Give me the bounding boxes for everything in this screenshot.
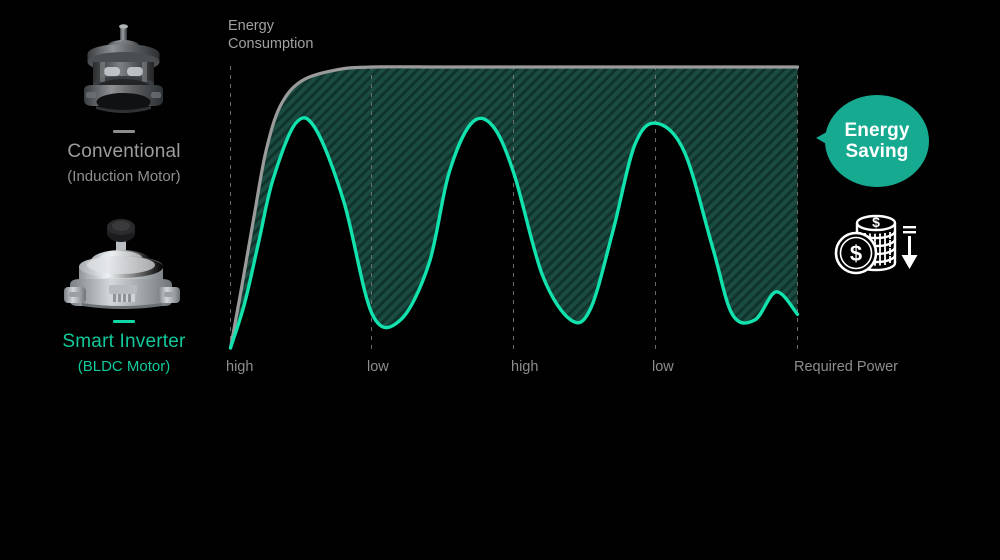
x-tick-label-2: high [511, 359, 539, 375]
coin-stack-dollar-sign: $ [872, 214, 880, 230]
down-arrow-icon [901, 226, 918, 269]
induction-motor-photo [4, 20, 244, 120]
legend-divider-inverter [113, 320, 135, 323]
legend-item-smart-inverter: Smart Inverter (BLDC Motor) [4, 210, 244, 378]
bldc-motor-photo [4, 210, 244, 310]
coins-savings-glyph: $ $ [834, 214, 918, 275]
energy-saving-label: Energy Saving [844, 119, 910, 162]
legend-subtitle-conventional: (Induction Motor) [67, 167, 181, 185]
series-line-conventional [228, 65, 800, 350]
dollar-coin-icon: $ [834, 231, 878, 275]
x-tick-label-1: low [367, 359, 389, 375]
legend-item-conventional: Conventional (Induction Motor) [4, 20, 244, 188]
x-tick-label-3: low [652, 359, 674, 375]
legend-title-conventional: Conventional [67, 141, 181, 162]
chart-gridlines [230, 66, 798, 350]
energy-saving-callout: Energy Saving [825, 95, 929, 187]
induction-motor-icon [84, 24, 163, 113]
x-tick-label-0: high [226, 359, 254, 375]
coins-savings-icon: $ $ [829, 200, 925, 288]
legend-subtitle-inverter: (BLDC Motor) [77, 357, 171, 375]
dollar-sign-glyph: $ [850, 241, 862, 266]
energy-saving-shaded-region [230, 66, 798, 348]
series-line-smart-inverter [228, 116, 800, 350]
legend-title-inverter: Smart Inverter [62, 331, 186, 352]
x-tick-label-4: Required Power [794, 359, 898, 375]
bldc-motor-icon [64, 219, 180, 309]
legend-divider-conventional [113, 130, 135, 133]
y-axis-label: Energy Consumption [228, 18, 314, 53]
